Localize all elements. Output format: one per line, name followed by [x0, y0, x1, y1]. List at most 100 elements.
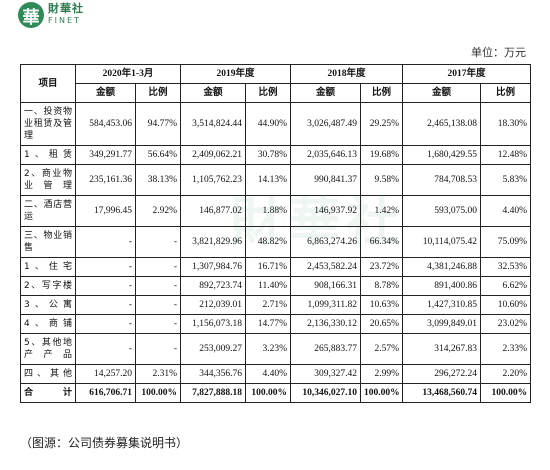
table-cell: 314,267.83: [402, 333, 482, 365]
table-cell: 1,427,310.85: [402, 295, 482, 315]
table-row: 1、租赁 349,291.77 56.64% 2,409,062.21 30.78% 2,…: [20, 145, 532, 165]
table-cell: 309,327.42: [290, 364, 362, 384]
table-cell: -: [75, 295, 136, 315]
table-cell: 2,035,646.13: [290, 145, 362, 165]
table-cell: 1.42%: [360, 195, 404, 227]
table-cell: 19.68%: [360, 145, 404, 165]
table-cell: 212,039.01: [180, 295, 247, 315]
subheader-cell: 比例: [245, 83, 292, 103]
table-cell: -: [134, 314, 182, 334]
table-cell: 908,166.31: [290, 276, 362, 296]
header-cell: 项目: [20, 64, 76, 103]
table-cell: 584,453.06: [75, 102, 136, 146]
table-cell: -: [75, 257, 136, 277]
table-cell: 14.13%: [245, 164, 292, 196]
table-cell: 6.62%: [480, 276, 532, 296]
table-cell: 990,841.37: [290, 164, 362, 196]
subheader-row: 金额 比例 金额 比例 金额 比例 金额 比例: [21, 83, 532, 103]
table-cell: 349,291.77: [75, 145, 136, 165]
table-cell: 17,996.45: [75, 195, 136, 227]
subheader-cell: 比例: [134, 83, 182, 103]
table-cell: 3,099,849.01: [402, 314, 482, 334]
table-cell: 2,409,062.21: [180, 145, 247, 165]
table-row: 2、商业物业管理 235,161.36 38.13% 1,105,762.23 14.1…: [20, 164, 532, 196]
row-label: 1、住宅: [20, 257, 76, 277]
table-cell: -: [134, 333, 182, 365]
row-label: 3、公寓: [20, 295, 76, 315]
table-cell: 265,883.77: [290, 333, 362, 365]
table-cell: 3,821,829.96: [180, 226, 247, 258]
table-cell: 2.99%: [360, 364, 404, 384]
period-header: 2019年度: [180, 64, 292, 84]
table-cell: 10,114,075.42: [402, 226, 482, 258]
row-label: 四、其他: [20, 364, 76, 384]
table-cell: 2.20%: [480, 364, 532, 384]
table-row: 1、住宅 - -1,307,984.76 16.71% 2,453,582.24 23.7…: [20, 257, 532, 277]
table-cell: 66.34%: [360, 226, 404, 258]
unit-note: 单位：万元: [471, 47, 526, 59]
table-cell: 100.00%: [480, 383, 532, 403]
table-cell: 1,680,429.55: [402, 145, 482, 165]
subheader-cell: 比例: [480, 83, 532, 103]
table-cell: 7,827,888.18: [180, 383, 247, 403]
table-cell: 4,381,246.88: [402, 257, 482, 277]
table-cell: 23.02%: [480, 314, 532, 334]
logo-mark: 華: [18, 2, 44, 28]
table-row: 3、公寓 - -212,039.01 2.71% 1,099,311.82 10.63% 1…: [20, 295, 532, 315]
table-cell: 5.83%: [480, 164, 532, 196]
row-label: 三、物业销售: [20, 226, 76, 258]
table-cell: 593,075.00: [402, 195, 482, 227]
caption: （图源：公司债券募集说明书）: [20, 436, 189, 450]
table-cell: 344,356.76: [180, 364, 247, 384]
table-cell: -: [134, 295, 182, 315]
table-cell: 14,257.20: [75, 364, 136, 384]
table-cell: -: [75, 333, 136, 365]
table-cell: 2.92%: [134, 195, 182, 227]
table-cell: 784,708.53: [402, 164, 482, 196]
table-cell: 1.88%: [245, 195, 292, 227]
table-row: 三、物业销售 - -3,821,829.96 48.82% 6,863,274.26 66…: [20, 226, 532, 258]
table-cell: -: [75, 314, 136, 334]
period-header: 2017年度: [402, 64, 532, 84]
table-cell: 146,937.92: [290, 195, 362, 227]
table-cell: 2.31%: [134, 364, 182, 384]
brand-name: 財華社: [48, 3, 84, 15]
subheader-cell: 金额: [402, 83, 482, 103]
table-cell: -: [134, 257, 182, 277]
table-cell: 296,272.24: [402, 364, 482, 384]
brand-name-en: FINET: [48, 16, 81, 25]
row-label: 一、投资物业租赁及管理: [20, 102, 76, 146]
revenue-table: 项目 2020年1-3月 2019年度 2018年度 2017年度 金额 比例 金额 比例 金额比…: [20, 64, 532, 403]
table-cell: 100.00%: [360, 383, 404, 403]
table-cell: 100.00%: [134, 383, 182, 403]
table-cell: 1,307,984.76: [180, 257, 247, 277]
table-cell: 2.33%: [480, 333, 532, 365]
table-cell: -: [134, 226, 182, 258]
table-cell: 30.78%: [245, 145, 292, 165]
table-cell: -: [134, 276, 182, 296]
table-cell: 10.60%: [480, 295, 532, 315]
table-cell: 2,136,330.12: [290, 314, 362, 334]
table-cell: -: [75, 226, 136, 258]
table-cell: 1,099,311.82: [290, 295, 362, 315]
table-cell: 6,863,274.26: [290, 226, 362, 258]
table-cell: 1,156,073.18: [180, 314, 247, 334]
table-row: 4、商铺 - -1,156,073.18 14.77% 2,136,330.12 20.6…: [20, 314, 532, 334]
table-cell: 48.82%: [245, 226, 292, 258]
table-cell: 12.48%: [480, 145, 532, 165]
table-cell: 892,723.74: [180, 276, 247, 296]
table-row: 四、其他 14,257.20 2.31% 344,356.76 4.40% 309,327…: [20, 364, 532, 384]
table-cell: 75.09%: [480, 226, 532, 258]
row-label: 4、商铺: [20, 314, 76, 334]
table-cell: 3,026,487.49: [290, 102, 362, 146]
table-row: 2、写字楼 - -892,723.74 11.40% 908,166.31 8.78% 89…: [20, 276, 532, 296]
table-cell: 10.63%: [360, 295, 404, 315]
brand: 財華社 FINET: [48, 4, 84, 26]
table-cell: 891,400.86: [402, 276, 482, 296]
table-row: 5、其他地产产品 - -253,009.27 3.23% 265,883.77 2.57%…: [20, 333, 532, 365]
table-cell: 56.64%: [134, 145, 182, 165]
row-label: 合计: [20, 383, 76, 403]
table-cell: 2,453,582.24: [290, 257, 362, 277]
table-cell: 13,468,560.74: [402, 383, 482, 403]
